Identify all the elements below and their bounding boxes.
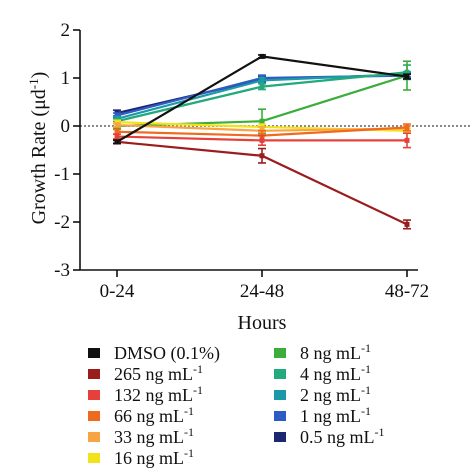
x-tick-label: 0-24 bbox=[100, 281, 135, 302]
legend-label-text: 0.5 ng mL bbox=[300, 427, 375, 447]
legend-label-text: 66 ng mL bbox=[114, 406, 184, 426]
legend-label: 66 ng mL-1 bbox=[114, 404, 194, 426]
series-group bbox=[113, 132, 411, 149]
legend-item: 66 ng mL-1 bbox=[88, 404, 194, 426]
legend-label-sup: -1 bbox=[361, 341, 371, 355]
legend-label: 1 ng mL-1 bbox=[300, 404, 371, 426]
data-point bbox=[259, 137, 265, 143]
legend-label-sup: -1 bbox=[361, 362, 371, 376]
series-group bbox=[113, 53, 411, 145]
data-point bbox=[404, 137, 410, 143]
legend-label-text: 8 ng mL bbox=[300, 343, 361, 363]
legend-label-sup: -1 bbox=[375, 425, 385, 439]
y-axis-title: Growth Rate (μd-1) bbox=[26, 72, 51, 225]
data-point bbox=[404, 221, 410, 227]
legend-swatch bbox=[274, 432, 286, 442]
legend-label: DMSO (0.1%) bbox=[114, 343, 220, 364]
y-axis-title-sup: -1 bbox=[26, 78, 41, 89]
y-tick-label: -2 bbox=[54, 212, 70, 233]
legend-swatch bbox=[88, 390, 100, 400]
legend-label-sup: -1 bbox=[184, 404, 194, 418]
legend-label-text: 265 ng mL bbox=[114, 364, 193, 384]
legend-swatch bbox=[88, 348, 100, 358]
y-axis-title-text: Growth Rate (μd bbox=[28, 89, 50, 224]
legend-label-text: 1 ng mL bbox=[300, 406, 361, 426]
legend-label: 132 ng mL-1 bbox=[114, 383, 203, 405]
legend-label: 33 ng mL-1 bbox=[114, 425, 194, 447]
legend-label-sup: -1 bbox=[361, 383, 371, 397]
legend-item: 132 ng mL-1 bbox=[88, 383, 203, 405]
legend-label-sup: -1 bbox=[193, 362, 203, 376]
x-tick-label: 48-72 bbox=[385, 281, 429, 302]
legend-item: 33 ng mL-1 bbox=[88, 425, 194, 447]
legend-label: 2 ng mL-1 bbox=[300, 383, 371, 405]
legend-swatch bbox=[274, 411, 286, 421]
legend-label: 4 ng mL-1 bbox=[300, 362, 371, 384]
data-point bbox=[259, 153, 265, 159]
legend-label-text: 16 ng mL bbox=[114, 448, 184, 468]
legend-item: DMSO (0.1%) bbox=[88, 343, 220, 364]
legend-swatch bbox=[274, 348, 286, 358]
data-point bbox=[259, 84, 265, 90]
legend-label-sup: -1 bbox=[361, 404, 371, 418]
axes: -3 -2 -1 0 1 2 0-24 24-48 48-72 bbox=[54, 20, 429, 302]
legend-item: 4 ng mL-1 bbox=[274, 362, 371, 384]
y-tick-label: -3 bbox=[54, 260, 70, 281]
legend-swatch bbox=[88, 411, 100, 421]
data-point bbox=[114, 139, 120, 145]
legend-label-text: 132 ng mL bbox=[114, 385, 193, 405]
legend-label-text: 4 ng mL bbox=[300, 364, 361, 384]
legend-label-text: 33 ng mL bbox=[114, 427, 184, 447]
x-axis-title: Hours bbox=[238, 312, 287, 334]
legend-label-text: DMSO (0.1%) bbox=[114, 343, 220, 364]
legend-label: 16 ng mL-1 bbox=[114, 446, 194, 468]
legend-item: 16 ng mL-1 bbox=[88, 446, 194, 468]
legend-swatch bbox=[88, 432, 100, 442]
data-point bbox=[114, 134, 120, 140]
plot-area bbox=[80, 53, 470, 230]
data-point bbox=[404, 124, 410, 130]
data-point bbox=[114, 129, 120, 135]
legend-label-text: 2 ng mL bbox=[300, 385, 361, 405]
legend-item: 8 ng mL-1 bbox=[274, 341, 371, 363]
y-axis-title-close: ) bbox=[28, 72, 50, 79]
data-point bbox=[259, 77, 265, 83]
data-point bbox=[114, 112, 120, 118]
legend-swatch bbox=[88, 453, 100, 463]
legend-swatch bbox=[274, 390, 286, 400]
series-group bbox=[113, 139, 411, 230]
legend-label: 0.5 ng mL-1 bbox=[300, 425, 385, 447]
y-tick-label: 0 bbox=[61, 116, 71, 137]
data-point bbox=[259, 53, 265, 59]
legend-label-sup: -1 bbox=[184, 425, 194, 439]
legend-swatch bbox=[274, 369, 286, 379]
legend-item: 1 ng mL-1 bbox=[274, 404, 371, 426]
data-point bbox=[114, 122, 120, 128]
data-point bbox=[404, 74, 410, 80]
data-point bbox=[114, 119, 120, 125]
legend-swatch bbox=[88, 369, 100, 379]
x-tick-label: 24-48 bbox=[240, 281, 284, 302]
legend-label-sup: -1 bbox=[184, 446, 194, 460]
y-tick-label: 1 bbox=[61, 68, 71, 89]
legend-item: 265 ng mL-1 bbox=[88, 362, 203, 384]
y-tick-label: 2 bbox=[61, 20, 71, 41]
legend-label-sup: -1 bbox=[193, 383, 203, 397]
legend-item: 0.5 ng mL-1 bbox=[274, 425, 385, 447]
data-point bbox=[259, 118, 265, 124]
legend-label: 8 ng mL-1 bbox=[300, 341, 371, 363]
y-tick-label: -1 bbox=[54, 164, 70, 185]
legend-label: 265 ng mL-1 bbox=[114, 362, 203, 384]
legend-item: 2 ng mL-1 bbox=[274, 383, 371, 405]
